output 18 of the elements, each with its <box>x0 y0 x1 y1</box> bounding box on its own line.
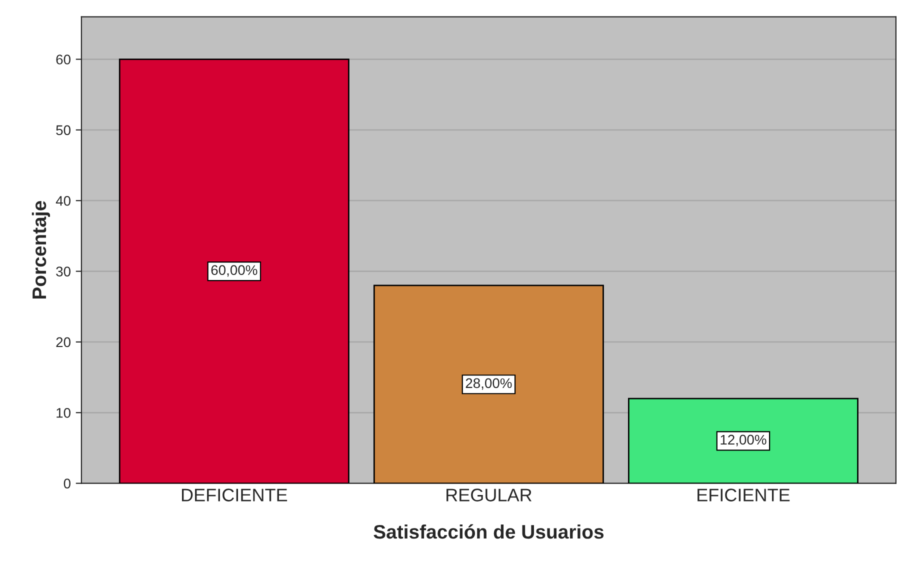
y-tick-label: 10 <box>56 408 70 418</box>
y-axis-title: Porcentaje <box>32 201 50 298</box>
bar <box>118 58 350 484</box>
data-label: 12,00% <box>720 434 766 446</box>
x-tick-label: REGULAR <box>446 488 532 502</box>
y-tick-label: 60 <box>56 54 70 64</box>
x-tick-label: DEFICIENTE <box>182 488 288 502</box>
y-tick-label: 30 <box>56 266 70 276</box>
y-tick-label: 40 <box>56 196 70 206</box>
data-label: 60,00% <box>211 265 258 277</box>
bar <box>628 398 858 484</box>
bar <box>373 284 604 484</box>
x-tick-label: EFICIENTE <box>698 488 790 502</box>
data-label: 28,00% <box>466 378 512 390</box>
y-tick-label: 0 <box>64 478 70 488</box>
x-axis-title: Satisfacción de Usuarios <box>374 524 604 539</box>
y-tick-label: 50 <box>56 125 70 136</box>
y-tick-label: 20 <box>56 337 70 348</box>
